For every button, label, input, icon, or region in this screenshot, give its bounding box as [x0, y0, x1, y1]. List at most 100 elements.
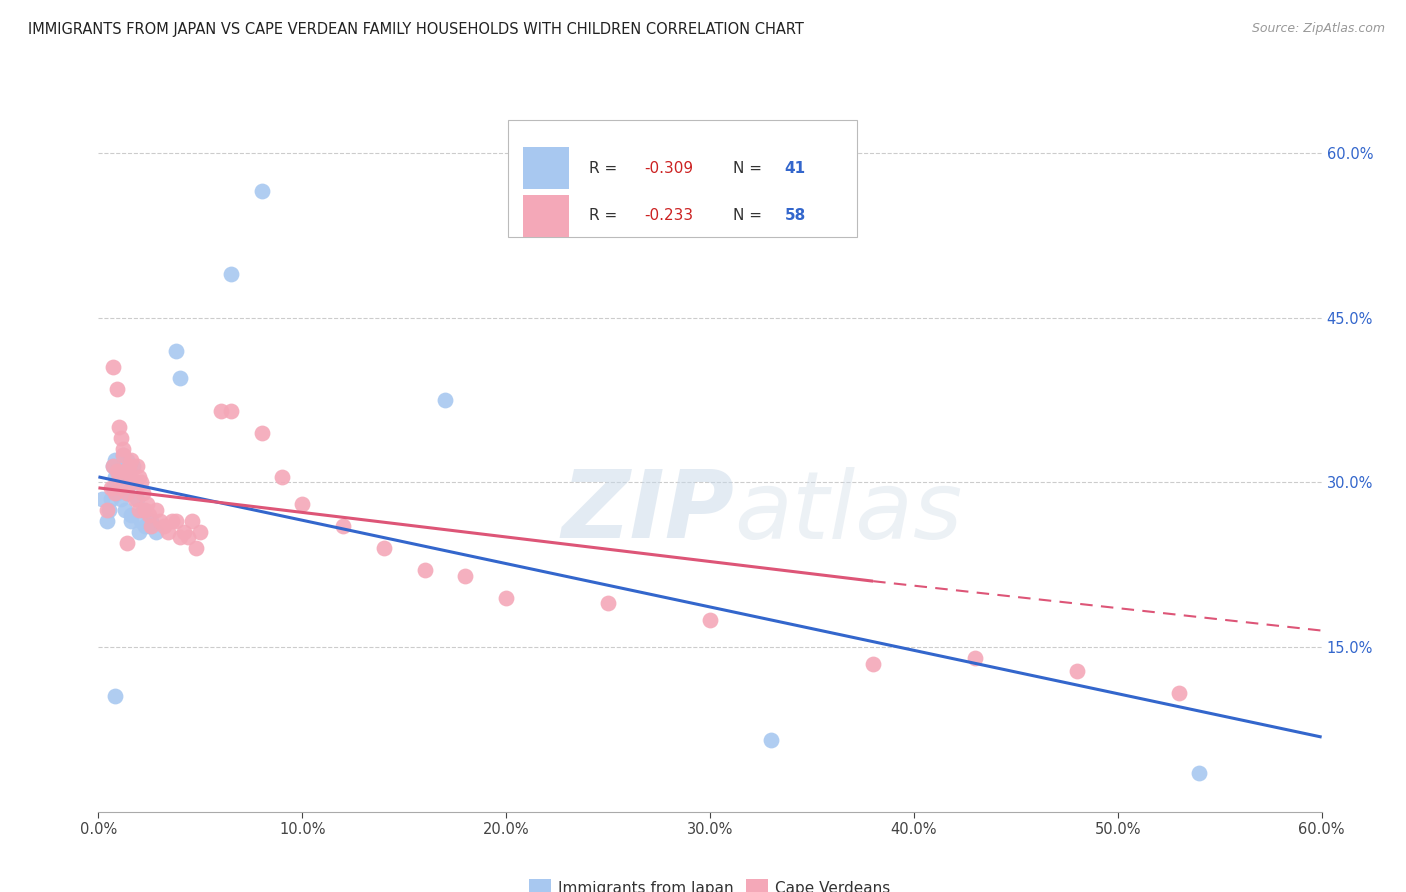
Point — [219, 404, 242, 418]
Point — [111, 448, 134, 462]
Point — [101, 360, 124, 375]
Text: IMMIGRANTS FROM JAPAN VS CAPE VERDEAN FAMILY HOUSEHOLDS WITH CHILDREN CORRELATIO: IMMIGRANTS FROM JAPAN VS CAPE VERDEAN FA… — [28, 22, 804, 37]
Point — [495, 591, 517, 605]
Point — [177, 530, 200, 544]
Point — [101, 481, 124, 495]
Point — [1167, 686, 1189, 700]
Point — [165, 514, 187, 528]
Point — [156, 524, 179, 539]
Text: atlas: atlas — [734, 467, 963, 558]
Text: -0.233: -0.233 — [644, 209, 693, 223]
Point — [128, 470, 150, 484]
Point — [115, 486, 138, 500]
Point — [105, 464, 128, 478]
Point — [129, 475, 152, 490]
Point — [454, 568, 477, 582]
Text: R =: R = — [589, 209, 621, 223]
Point — [105, 486, 128, 500]
Text: R =: R = — [589, 161, 621, 176]
Point — [270, 470, 294, 484]
Point — [120, 470, 142, 484]
Point — [332, 519, 354, 533]
Point — [120, 514, 142, 528]
Point — [111, 448, 134, 462]
Point — [91, 491, 114, 506]
Point — [104, 470, 127, 484]
Point — [138, 519, 160, 533]
Point — [104, 486, 127, 500]
Point — [250, 185, 273, 199]
Point — [118, 464, 141, 478]
Point — [108, 458, 131, 473]
Point — [115, 453, 138, 467]
Point — [1188, 766, 1211, 780]
Point — [120, 508, 142, 523]
Point — [110, 491, 132, 506]
Point — [110, 432, 132, 446]
Point — [291, 497, 314, 511]
Point — [97, 503, 120, 517]
Point — [128, 503, 150, 517]
Point — [115, 486, 138, 500]
Point — [160, 514, 183, 528]
Point — [101, 458, 124, 473]
Point — [105, 464, 128, 478]
FancyBboxPatch shape — [523, 147, 569, 189]
Point — [761, 733, 783, 747]
Point — [186, 541, 208, 556]
FancyBboxPatch shape — [508, 120, 856, 237]
Point — [219, 267, 242, 281]
Point — [173, 524, 195, 539]
Text: ZIP: ZIP — [561, 466, 734, 558]
FancyBboxPatch shape — [523, 195, 569, 236]
Point — [122, 458, 145, 473]
Point — [110, 470, 132, 484]
Text: -0.309: -0.309 — [644, 161, 693, 176]
Point — [134, 503, 156, 517]
Point — [111, 442, 134, 457]
Point — [129, 514, 152, 528]
Point — [110, 481, 132, 495]
Point — [413, 563, 436, 577]
Point — [122, 475, 145, 490]
Point — [181, 514, 204, 528]
Point — [108, 470, 131, 484]
Point — [108, 420, 131, 434]
Point — [114, 464, 136, 478]
Point — [108, 475, 131, 490]
Point — [169, 371, 191, 385]
Point — [149, 514, 172, 528]
Point — [1066, 664, 1088, 678]
Point — [115, 535, 138, 549]
Point — [100, 481, 122, 495]
Point — [209, 404, 232, 418]
Point — [120, 453, 142, 467]
Point — [114, 503, 136, 517]
Point — [250, 425, 273, 440]
Point — [128, 524, 150, 539]
Point — [127, 491, 149, 506]
Point — [134, 519, 156, 533]
Text: 41: 41 — [785, 161, 806, 176]
Point — [188, 524, 212, 539]
Point — [145, 524, 167, 539]
Point — [152, 519, 174, 533]
Point — [434, 392, 457, 407]
Point — [141, 519, 163, 533]
Text: N =: N = — [734, 209, 768, 223]
Point — [132, 503, 155, 517]
Point — [104, 690, 127, 704]
Point — [114, 464, 136, 478]
Text: Source: ZipAtlas.com: Source: ZipAtlas.com — [1251, 22, 1385, 36]
Point — [598, 596, 620, 610]
Text: N =: N = — [734, 161, 768, 176]
Point — [104, 453, 127, 467]
Text: 58: 58 — [785, 209, 806, 223]
Point — [118, 458, 141, 473]
Point — [699, 613, 721, 627]
Point — [165, 343, 187, 358]
Point — [141, 514, 163, 528]
Point — [124, 491, 146, 506]
Point — [965, 651, 987, 665]
Point — [132, 486, 155, 500]
